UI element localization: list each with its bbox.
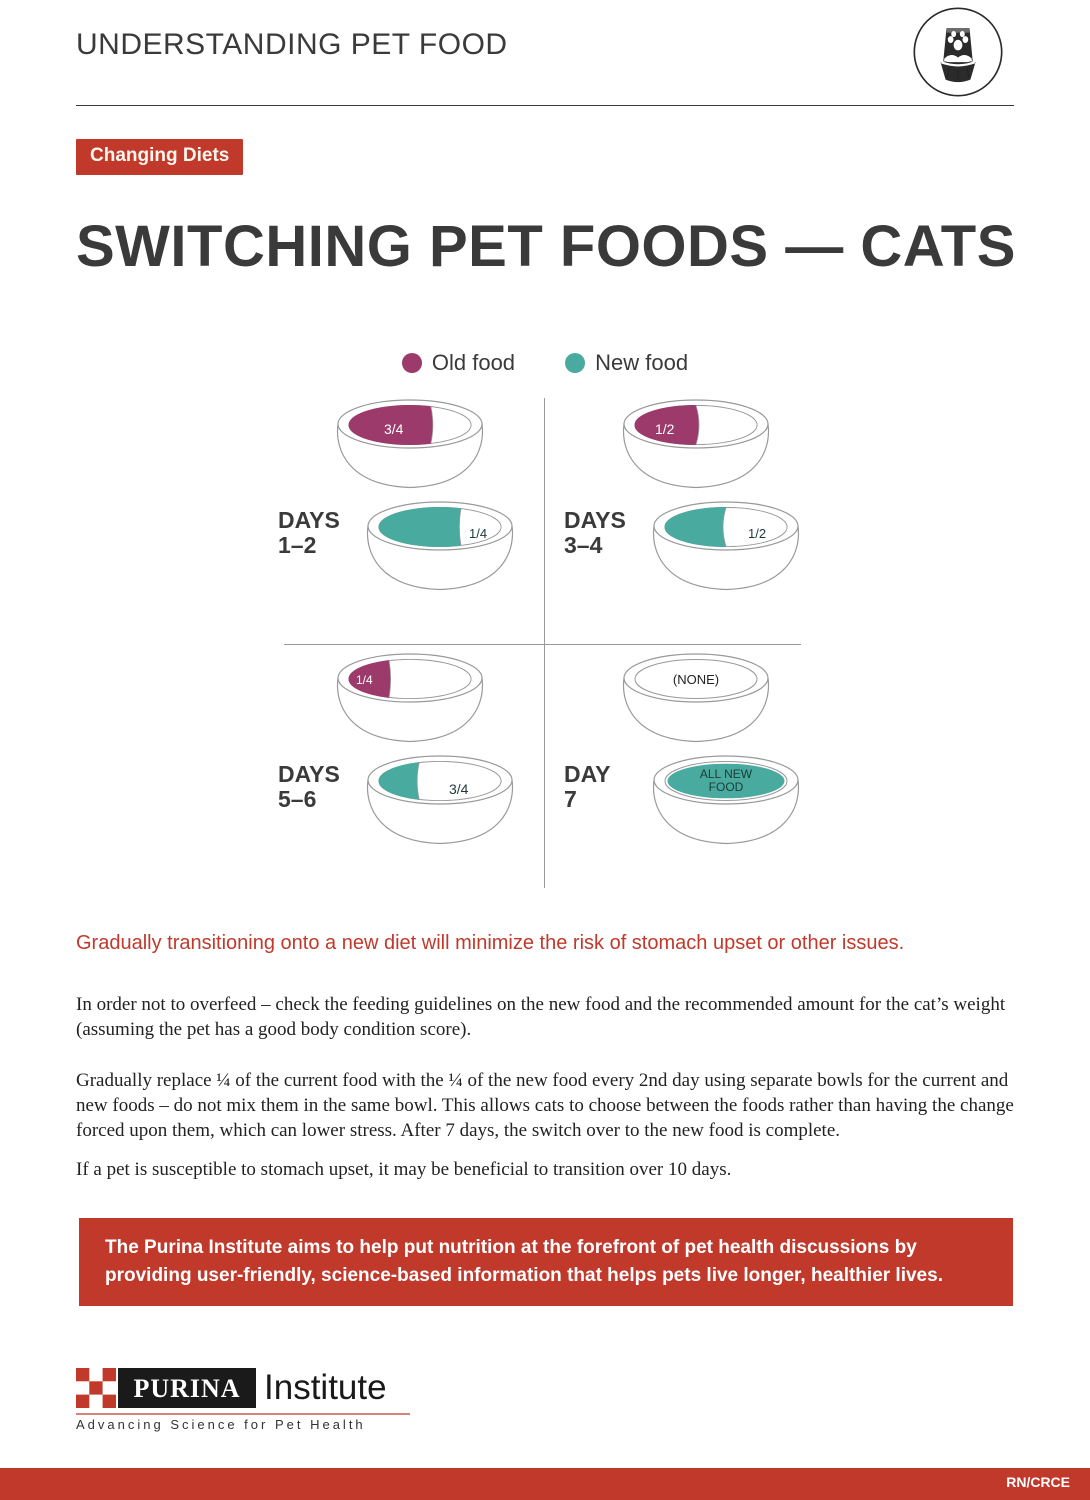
svg-text:(NONE): (NONE) xyxy=(673,672,719,687)
svg-text:1/4: 1/4 xyxy=(469,526,487,541)
svg-text:PURINA: PURINA xyxy=(133,1374,240,1403)
svg-text:1/4: 1/4 xyxy=(356,673,373,687)
svg-text:3/4: 3/4 xyxy=(384,421,404,437)
svg-text:3/4: 3/4 xyxy=(449,781,469,797)
svg-text:ALL NEW: ALL NEW xyxy=(700,767,753,781)
svg-text:Institute: Institute xyxy=(264,1368,387,1407)
svg-text:1/2: 1/2 xyxy=(748,526,766,541)
svg-text:1/2: 1/2 xyxy=(655,421,675,437)
svg-text:Advancing Science for Pet Heal: Advancing Science for Pet Health xyxy=(76,1417,366,1432)
svg-text:FOOD: FOOD xyxy=(709,780,744,794)
